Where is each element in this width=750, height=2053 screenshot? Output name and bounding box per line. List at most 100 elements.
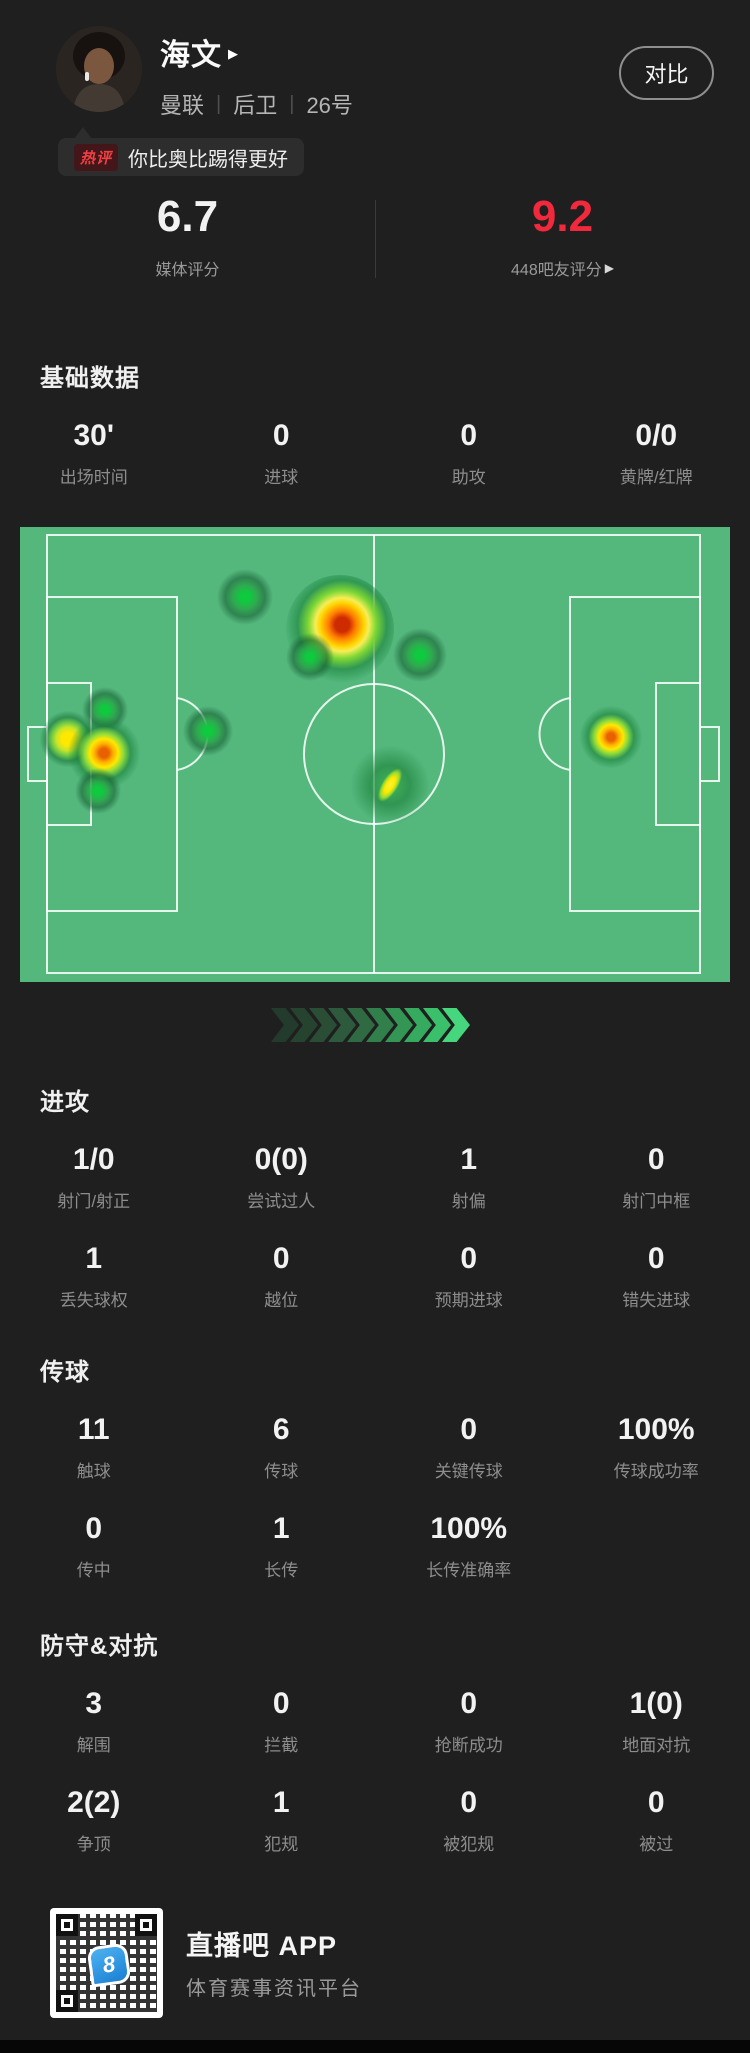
stat-cell: 0 预期进球 (375, 1240, 563, 1311)
stat-value: 0 (647, 1242, 665, 1275)
stat-label: 助攻 (451, 468, 486, 487)
stat-cell: 0 射门中框 (563, 1141, 750, 1212)
stat-value: 3 (85, 1687, 103, 1720)
stat-value: 0 (272, 1242, 290, 1275)
section-title: 基础数据 (40, 365, 140, 392)
stat-label: 解围 (76, 1736, 111, 1755)
stat-row: 2(2) 争顶 1 犯规 0 被犯规 0 被过 (0, 1784, 750, 1855)
stat-row: 0 传中 1 长传 100% 长传准确率 (0, 1510, 750, 1581)
media-rating-label: 媒体评分 (155, 262, 220, 279)
stat-row: 1 丢失球权 0 越位 0 预期进球 0 错失进球 (0, 1240, 750, 1311)
hot-comment-text: 你比奥比踢得更好 (128, 148, 289, 171)
qr-finder-icon (56, 1990, 78, 2012)
stat-cell: 0 拦截 (188, 1685, 376, 1756)
player-name-row[interactable]: 海文 ▶ (160, 30, 238, 74)
player-name: 海文 (160, 39, 222, 72)
stat-value: 1 (272, 1512, 290, 1545)
stat-cell: 0 被犯规 (375, 1784, 563, 1855)
stat-label: 预期进球 (434, 1291, 503, 1310)
player-avatar[interactable] (56, 26, 142, 112)
stat-value: 100% (617, 1413, 695, 1446)
fans-rating-value: 9.2 (531, 192, 594, 241)
stat-row: 1/0 射门/射正 0(0) 尝试过人 1 射偏 0 射门中框 (0, 1141, 750, 1212)
divider: | (216, 92, 222, 115)
qr-finder-icon (135, 1914, 157, 1936)
stat-label: 射偏 (451, 1192, 486, 1211)
section-title: 进攻 (40, 1089, 90, 1116)
compare-button[interactable]: 对比 (619, 46, 714, 100)
app-logo-icon: 8 (86, 1942, 132, 1988)
ratings-row: 6.7 媒体评分 9.2 448吧友评分 ▶ (0, 192, 750, 280)
chevron-separator (0, 1008, 750, 1042)
stat-label: 射门中框 (622, 1192, 691, 1211)
stat-value: 0 (460, 1786, 478, 1819)
media-rating: 6.7 媒体评分 (0, 192, 375, 280)
stat-label: 错失进球 (622, 1291, 691, 1310)
stat-value: 0 (647, 1143, 665, 1176)
section-title: 防守&对抗 (40, 1633, 159, 1660)
stat-value: 100% (430, 1512, 508, 1545)
stat-cell: 100% 长传准确率 (375, 1510, 563, 1581)
stat-label: 被过 (639, 1835, 674, 1854)
player-number: 26号 (306, 93, 353, 118)
qr-finder-icon (56, 1914, 78, 1936)
stat-row: 11 触球 6 传球 0 关键传球 100% 传球成功率 (0, 1411, 750, 1482)
stat-cell: 11 触球 (0, 1411, 188, 1482)
stat-value: 0 (647, 1786, 665, 1819)
stat-value: 0 (272, 419, 290, 452)
stat-cell: 1(0) 地面对抗 (563, 1685, 750, 1756)
stat-value: 1/0 (72, 1143, 115, 1176)
stat-label: 被犯规 (443, 1835, 495, 1854)
stat-value: 30' (73, 419, 114, 452)
fans-rating-label[interactable]: 448吧友评分 ▶ (511, 261, 614, 279)
expand-arrow-icon: ▶ (228, 46, 238, 61)
stat-row: 30' 出场时间 0 进球 0 助攻 0/0 黄牌/红牌 (0, 417, 750, 488)
stat-label: 进球 (264, 468, 299, 487)
stat-cell: 1 丢失球权 (0, 1240, 188, 1311)
stat-label: 出场时间 (59, 468, 128, 487)
stat-cell: 1 犯规 (188, 1784, 376, 1855)
heat-spot-green (217, 569, 273, 625)
heat-spot-green (393, 628, 447, 682)
stat-value: 0 (460, 1242, 478, 1275)
section-title: 传球 (40, 1359, 90, 1386)
stat-label: 黄牌/红牌 (619, 468, 693, 487)
stat-cell: 6 传球 (188, 1411, 376, 1482)
stat-cell: 0 错失进球 (563, 1240, 750, 1311)
stat-value: 1 (272, 1786, 290, 1819)
stat-cell: 0 越位 (188, 1240, 376, 1311)
section-defense-duels: 防守&对抗 3 解围 0 拦截 0 抢断成功 1(0) 地面对抗 2(2) 争顶 1 犯规 0 被犯规 0 被… (0, 1626, 750, 1883)
fans-rating[interactable]: 9.2 448吧友评分 ▶ (375, 192, 750, 280)
player-position: 后卫 (233, 93, 278, 118)
stat-value: 0/0 (635, 419, 678, 452)
stat-value: 0 (85, 1512, 103, 1545)
stat-label: 越位 (264, 1291, 299, 1310)
stat-cell: 0 助攻 (375, 417, 563, 488)
media-rating-value: 6.7 (156, 192, 219, 241)
stat-cell: 0(0) 尝试过人 (188, 1141, 376, 1212)
stat-label: 触球 (76, 1462, 111, 1481)
stat-label: 传球成功率 (613, 1462, 699, 1481)
heat-spot-green (286, 633, 334, 681)
stat-label: 尝试过人 (247, 1192, 316, 1211)
heat-streak-core (373, 764, 407, 806)
hot-comment-bubble[interactable]: 热评 你比奥比踢得更好 (58, 138, 305, 176)
stat-label: 长传 (264, 1561, 299, 1580)
stat-label: 地面对抗 (622, 1736, 691, 1755)
stat-label: 丢失球权 (59, 1291, 128, 1310)
stat-cell: 1 射偏 (375, 1141, 563, 1212)
stat-value: 0 (460, 419, 478, 452)
stat-cell: 1/0 射门/射正 (0, 1141, 188, 1212)
vertical-divider (375, 200, 376, 278)
qr-code: 8 (50, 1908, 163, 2018)
bottom-strip (0, 2040, 750, 2053)
heatmap-pitch (20, 527, 730, 982)
chevron-right-icon: ▶ (604, 261, 614, 275)
app-name: 直播吧 APP (186, 1931, 338, 1961)
stat-label: 争顶 (76, 1835, 111, 1854)
section-passing: 传球 11 触球 6 传球 0 关键传球 100% 传球成功率 0 传中 1 长传 100% 长传准确率 (0, 1352, 750, 1609)
heat-spot-streak (350, 745, 430, 825)
stat-cell: 2(2) 争顶 (0, 1784, 188, 1855)
stat-cell: 3 解围 (0, 1685, 188, 1756)
stat-label: 拦截 (264, 1736, 299, 1755)
